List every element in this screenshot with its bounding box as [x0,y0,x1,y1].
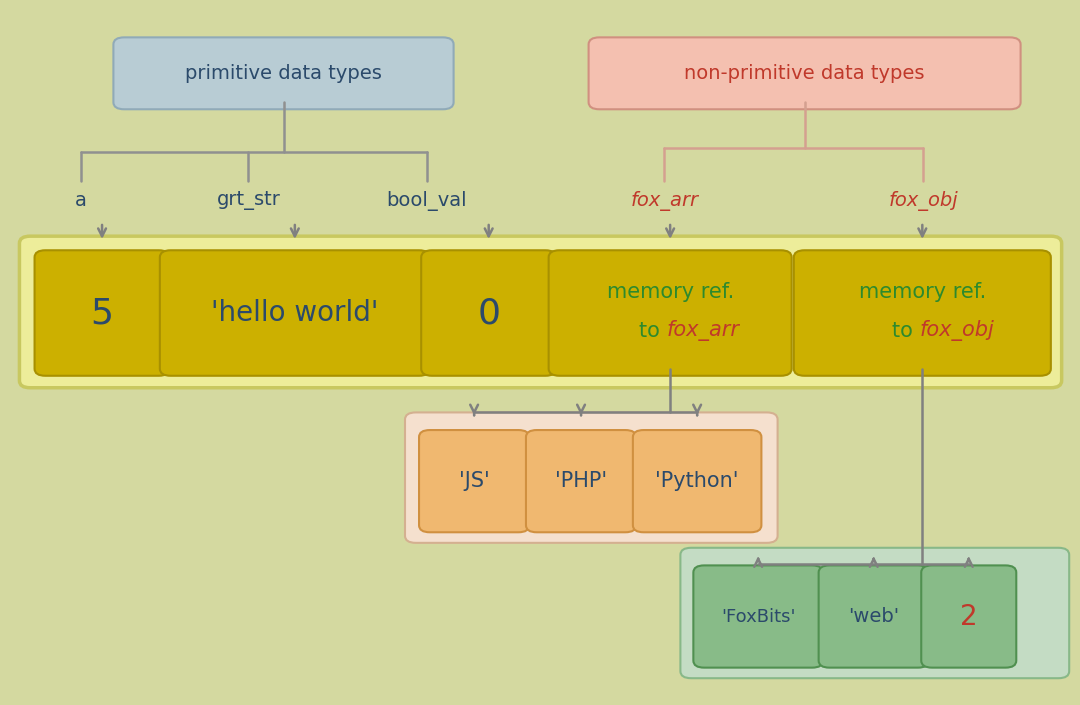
Text: primitive data types: primitive data types [185,64,382,82]
Text: 2: 2 [960,603,977,630]
Text: fox_arr: fox_arr [631,191,698,211]
Text: to fox_obj: to fox_obj [872,320,973,341]
Text: fox_arr: fox_arr [667,320,740,341]
Text: 0: 0 [477,296,500,330]
Text: a: a [76,192,86,210]
FancyBboxPatch shape [794,250,1051,376]
FancyBboxPatch shape [693,565,823,668]
Text: 'FoxBits': 'FoxBits' [721,608,795,625]
FancyBboxPatch shape [421,250,556,376]
FancyBboxPatch shape [633,430,761,532]
FancyBboxPatch shape [819,565,929,668]
FancyBboxPatch shape [526,430,636,532]
Text: 'PHP': 'PHP' [555,471,607,491]
FancyBboxPatch shape [19,236,1062,388]
Text: memory ref.: memory ref. [607,282,733,302]
FancyBboxPatch shape [921,565,1016,668]
Text: to fox_arr: to fox_arr [620,320,720,341]
FancyBboxPatch shape [549,250,792,376]
Text: to: to [892,321,919,341]
Text: 'web': 'web' [848,607,900,626]
Text: 'hello world': 'hello world' [212,299,378,327]
Text: grt_str: grt_str [216,192,281,210]
Text: bool_val: bool_val [387,191,467,211]
FancyBboxPatch shape [160,250,430,376]
Text: to: to [639,321,667,341]
Text: non-primitive data types: non-primitive data types [685,64,924,82]
FancyBboxPatch shape [405,412,778,543]
FancyBboxPatch shape [680,548,1069,678]
FancyBboxPatch shape [113,37,454,109]
Text: fox_obj: fox_obj [889,191,958,211]
Text: 'JS': 'JS' [459,471,489,491]
FancyBboxPatch shape [589,37,1021,109]
Text: 5: 5 [91,296,113,330]
Text: 'Python': 'Python' [656,471,739,491]
FancyBboxPatch shape [35,250,170,376]
Text: memory ref.: memory ref. [859,282,986,302]
Text: fox_obj: fox_obj [919,320,994,341]
FancyBboxPatch shape [419,430,529,532]
